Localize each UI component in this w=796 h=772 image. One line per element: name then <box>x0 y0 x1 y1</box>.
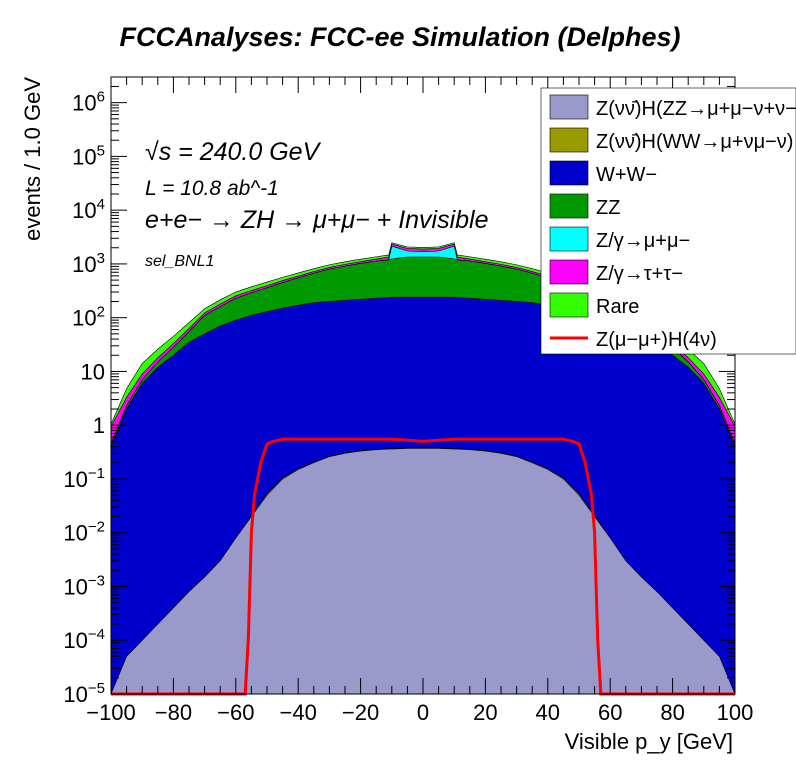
legend-swatch-z-h-zz- <box>549 94 589 120</box>
x-tick-label: 100 <box>717 700 754 725</box>
legend-swatch-zz <box>549 193 589 219</box>
x-axis-label: Visible p_y [GeV] <box>565 729 733 754</box>
x-tick-label: 80 <box>660 700 684 725</box>
y-tick-label: 102 <box>72 304 105 331</box>
legend-label-rare: Rare <box>596 296 639 318</box>
legend: Z(νν̄)H(ZZ→μ+μ−ν+ν−) Z(νν̄)H(WW→μ+νμ−ν) W+… <box>540 87 796 355</box>
legend-swatch-z- <box>549 259 589 285</box>
signal-curve-layer <box>111 437 735 696</box>
legend-swatch-z- <box>549 226 589 252</box>
y-tick-label: 1 <box>93 413 105 438</box>
annotation-selection: sel_BNL1 <box>145 253 214 270</box>
x-tick-label: 60 <box>598 700 622 725</box>
y-axis-label: events / 1.0 GeV <box>20 77 45 241</box>
x-tick-label: 20 <box>473 700 497 725</box>
legend-swatch-z-h-ww- <box>549 127 589 153</box>
y-tick-label: 104 <box>72 196 105 223</box>
x-tick-label: −40 <box>280 700 317 725</box>
x-tick-label: −20 <box>342 700 379 725</box>
chart-title: FCCAnalyses: FCC-ee Simulation (Delphes) <box>119 22 680 52</box>
legend-swatch-w-w- <box>549 160 589 186</box>
x-tick-label: 0 <box>417 700 429 725</box>
legend-label-z-: Z/γ→τ+τ− <box>596 263 683 285</box>
annotation-luminosity: L = 10.8 ab^-1 <box>145 177 279 200</box>
signal-line <box>111 437 735 696</box>
x-tick-label: −60 <box>217 700 254 725</box>
annotation-sqrt-s: √s = 240.0 GeV <box>145 138 322 166</box>
series-area-z-h-zz- <box>110 448 736 695</box>
legend-label-z-h-zz-: Z(νν̄)H(ZZ→μ+μ−ν+ν−) <box>596 98 796 120</box>
histogram-area <box>110 242 736 695</box>
y-tick-label: 10−2 <box>63 519 105 546</box>
legend-label-z-h-ww-: Z(νν̄)H(WW→μ+νμ−ν) <box>596 131 793 153</box>
legend-label-w-w-: W+W− <box>596 164 657 186</box>
legend-label-z-: Z/γ→μ+μ− <box>596 230 690 252</box>
x-tick-label: 40 <box>536 700 560 725</box>
legend-swatch-rare <box>549 292 589 318</box>
annotation-process: e+e− → ZH → μ+μ− + Invisible <box>145 206 489 234</box>
x-tick-label: −100 <box>86 700 136 725</box>
y-tick-label: 10 <box>81 359 105 384</box>
x-tick-label: −80 <box>155 700 192 725</box>
legend-label-z-h-4-: Z(μ−μ+)H(4ν) <box>596 329 717 351</box>
legend-label-zz: ZZ <box>596 197 620 219</box>
